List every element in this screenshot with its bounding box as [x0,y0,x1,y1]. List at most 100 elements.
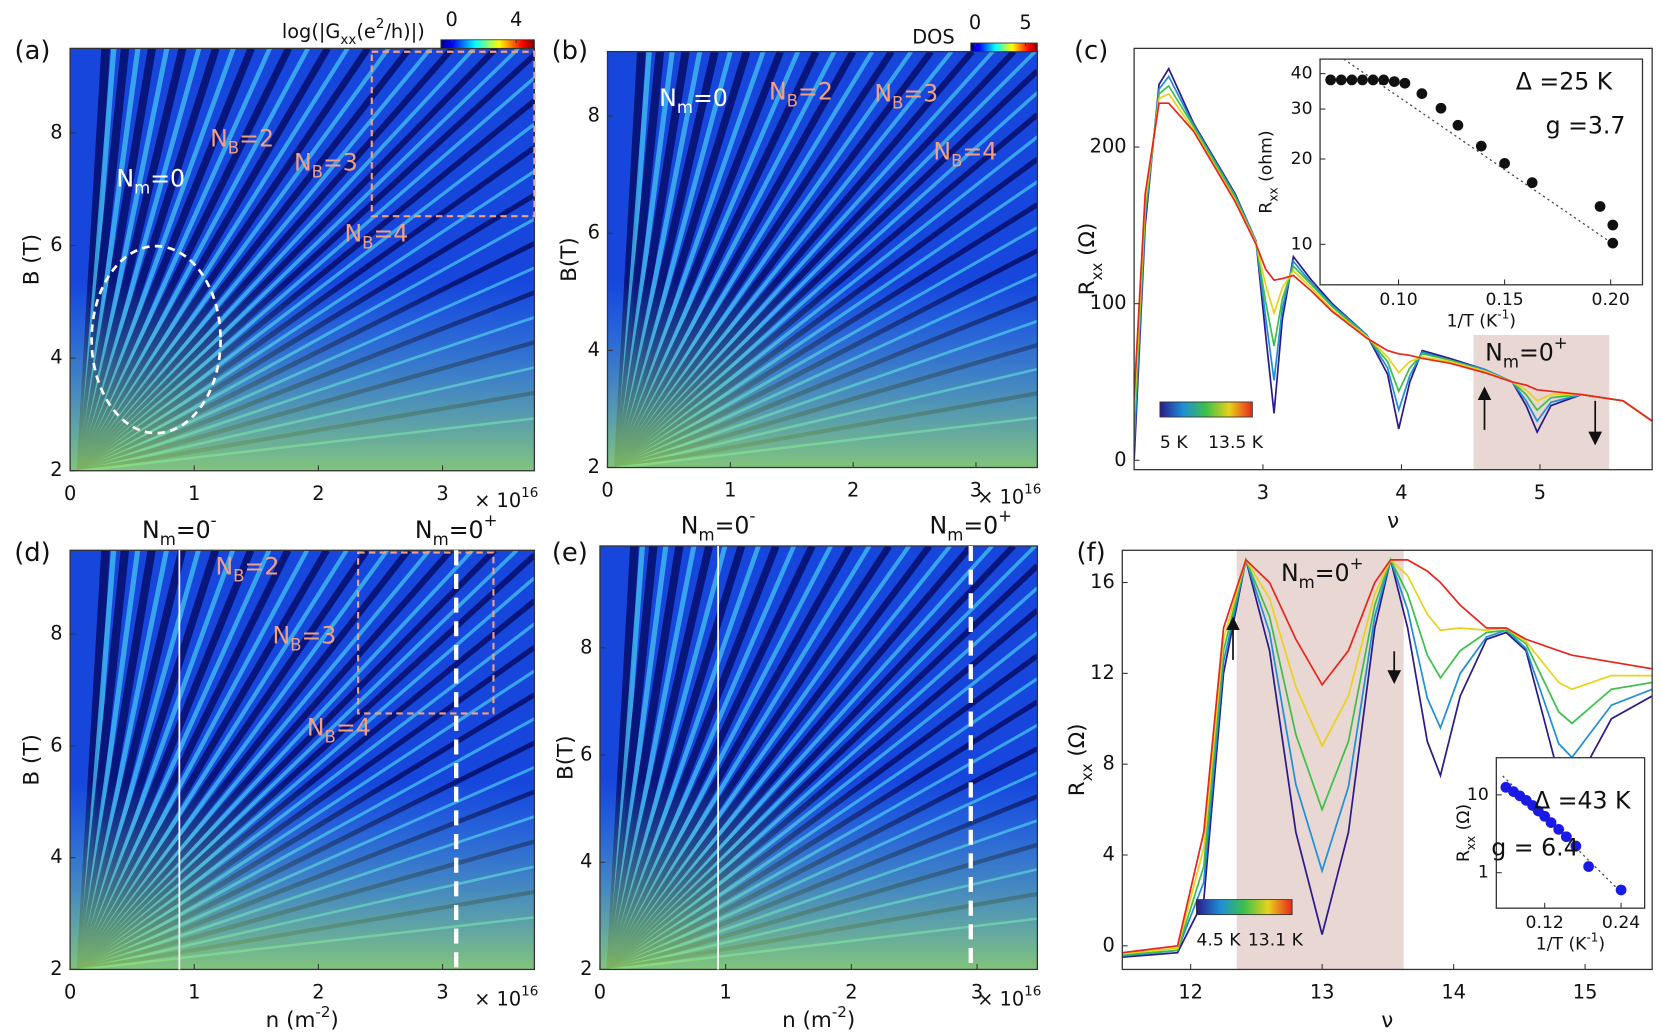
x-tick-label: 0 [64,981,76,1004]
colorbar-label-part: xx [340,32,356,48]
x-axis-label-part: n (m [782,1008,832,1033]
marker-line-label: Nm=0+ [415,511,498,549]
annotation-part: N [294,148,312,176]
data-point [1335,74,1347,86]
x-tick-label: 3 [971,981,983,1004]
annotation: NB=4 [933,137,997,171]
highlight-ellipse [90,244,222,435]
colorbar-tick-label: 0 [969,11,981,34]
y-tick-label: 2 [50,957,62,980]
data-point [1346,74,1358,86]
y-tick-label: 16 [1090,570,1115,593]
panel-label: (b) [552,36,588,66]
y-tick-label: 0 [1114,448,1126,471]
x-tick-label: 0.15 [1485,290,1523,310]
x-axis-label-part: ) [847,1008,855,1033]
annotation-part: =2 [798,77,833,105]
annotation-part: =4 [336,713,371,741]
y-axis-label: B (T) [19,234,44,285]
annotation-part: B [787,91,798,110]
panel-label: (f) [1077,538,1106,568]
data-point [1357,74,1368,86]
y-tick-label: 100 [1090,291,1127,314]
x-axis-label: ν [1381,1008,1393,1033]
annotation-part: N [933,137,951,165]
data-point [1570,840,1582,852]
annotation-part: N [1281,558,1299,586]
heatmap-glow [607,51,1038,468]
heatmap [70,48,535,471]
highlight-box [357,551,495,715]
marker-line-label-part: N [415,515,433,543]
y-axis-label-part: (Ω) [1065,723,1090,763]
annotation-part: =3 [903,79,938,107]
x-axis-label: n (m-2) [266,1003,339,1034]
colorbar-label: 4.5 K [1196,930,1241,950]
marker-line-label: Nm=0- [681,507,756,545]
x-tick-label: 15 [1573,981,1598,1004]
annotation-part: B [228,139,239,158]
annotation-part: N [769,77,787,105]
annotation: NB=2 [210,124,274,158]
y-tick-label: 4 [50,346,62,369]
x-tick-label: 3 [1257,481,1269,504]
plot-frame [599,545,1039,971]
x-axis-label-part: -2 [832,1003,847,1021]
x-axis-label-part: ν [1381,1008,1393,1033]
x-axis-label: 1/T (K-1) [1447,307,1516,332]
colorbar-label-part: (e [356,20,375,43]
data-point [1367,74,1379,86]
x-multiplier: × 1016 [474,984,538,1011]
data-point [1399,77,1411,89]
x-tick-label: 0.12 [1526,913,1564,933]
x-tick-label: 12 [1178,981,1203,1004]
colorbar-label: log(|Gxx(e2/h)|) [282,16,425,48]
annotation-part: =4 [962,137,997,165]
x-axis-label-part: ν [1387,508,1399,533]
data-point [1388,76,1400,87]
annotation-part: B [290,635,301,654]
data-point [1583,861,1594,872]
x-axis-label-part: n (m [266,1008,316,1033]
x-tick-label: 14 [1441,981,1466,1004]
annotation-part: B [312,162,323,181]
data-point [1615,884,1627,896]
data-point [1325,74,1337,86]
plot-frame [69,47,536,472]
x-multiplier-part: × 10 [474,987,521,1010]
y-tick-label: 20 [1291,149,1313,169]
y-tick-label: 2 [580,957,592,980]
annotation-part: N [216,552,234,580]
annotation-part: B [951,152,962,171]
y-tick-label: 8 [588,104,600,127]
y-axis-label-part: B (T) [19,234,44,285]
data-point [1452,119,1464,131]
y-axis-label-part: xx [1087,263,1105,281]
annotation: NB=3 [874,79,938,113]
plot-frame [1495,757,1646,909]
annotation-part: =0 [1315,558,1350,586]
x-tick-label: 1 [188,981,200,1004]
y-axis-label: B(T) [557,237,582,282]
inset-annotation: g =3.7 [1546,111,1626,139]
data-line [1122,556,1653,957]
annotation-part: m [1299,573,1315,592]
colorbar [970,42,1038,53]
y-axis-label-part: xx [1464,836,1478,850]
x-tick-label: 3 [436,482,448,505]
x-multiplier-part: 16 [1024,482,1041,498]
data-point [1435,102,1447,114]
x-axis-label: 1/T (K-1) [1536,930,1605,955]
annotation-part: =0 [150,164,185,192]
annotation-part: =2 [245,552,280,580]
data-line [1122,558,1653,954]
colorbar-label-part: /h)|) [384,20,424,43]
y-axis-label: Rxx (Ω) [1065,723,1096,796]
x-axis-label-part: -1 [1586,930,1598,944]
colorbar-tick-label: 4 [510,8,522,31]
colorbar-tick-label: 0 [446,8,458,31]
panel-label: (c) [1074,36,1108,66]
fit-line [1343,58,1619,248]
x-tick-label: 0.10 [1379,290,1417,310]
